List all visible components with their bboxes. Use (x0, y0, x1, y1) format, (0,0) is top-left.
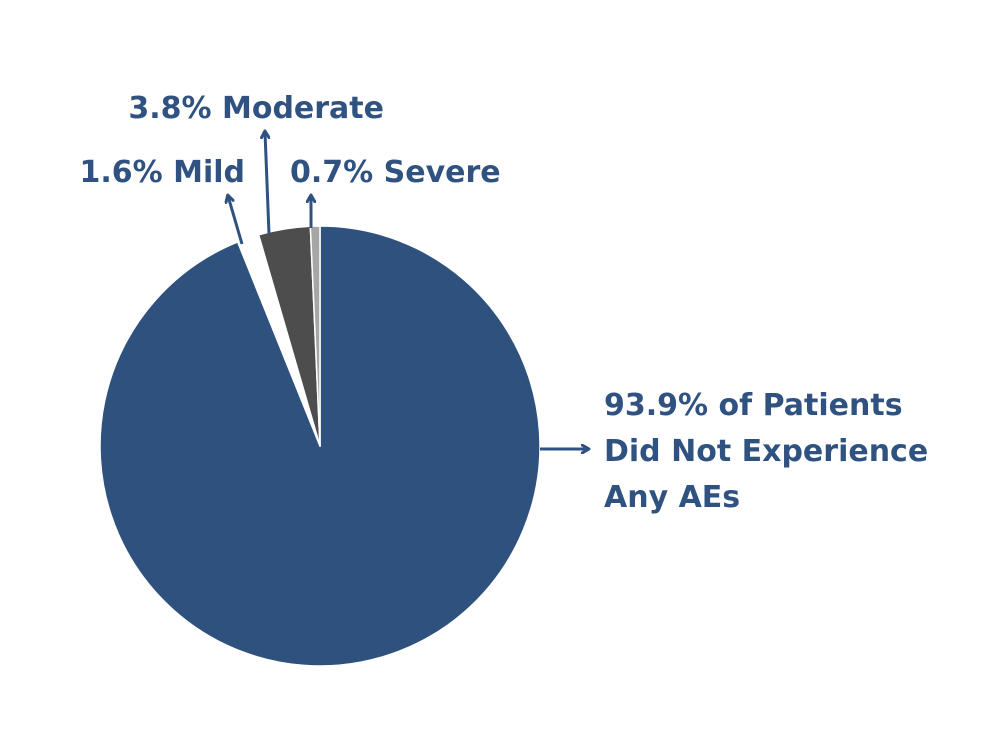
slice-label-line: 3.8% Moderate (128, 91, 384, 126)
slice-label-line: Any AEs (604, 480, 740, 515)
slice-label-line: 93.9% of Patients (604, 388, 903, 423)
slice-label-line: Did Not Experience (604, 434, 928, 469)
slice-label-mild: 1.6% Mild (79, 155, 245, 190)
slice-labels: 93.9% of Patients Did Not Experience Any A… (79, 91, 928, 515)
slice-label-line: 0.7% Severe (290, 155, 501, 190)
arrow-mild (228, 196, 244, 245)
label-arrows (228, 132, 588, 449)
slice-label-severe: 0.7% Severe (290, 155, 501, 190)
slice-label-moderate: 3.8% Moderate (128, 91, 384, 126)
slice-label-line: 1.6% Mild (79, 155, 245, 190)
arrow-moderate (265, 132, 271, 235)
slice-label-none: 93.9% of Patients Did Not Experience Any A… (604, 388, 928, 515)
pie-slices (99, 225, 541, 667)
